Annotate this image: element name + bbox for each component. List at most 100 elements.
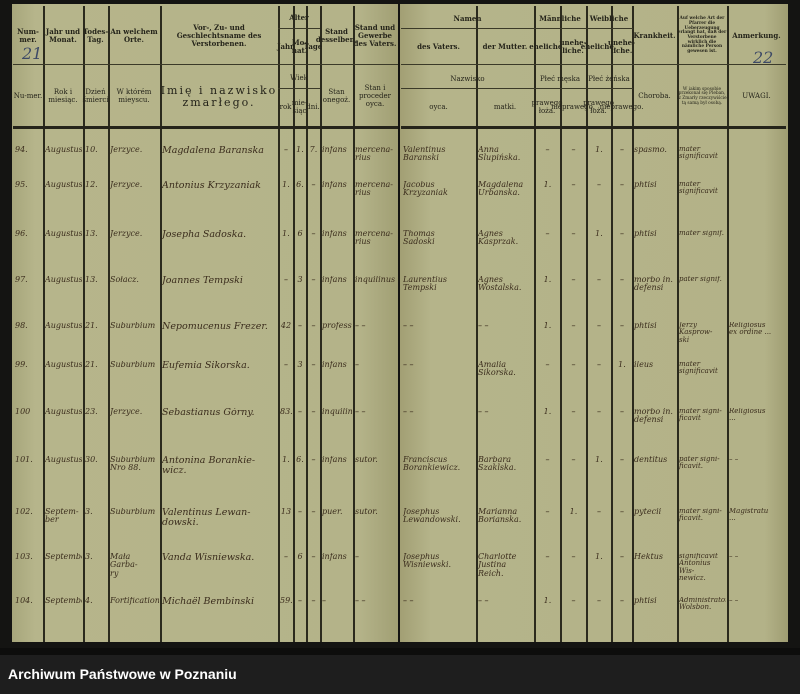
entry-father: Laurentius Tempski — [403, 276, 447, 293]
column-rule — [43, 6, 45, 642]
entry-name: Valentinus Lewan- dowski. — [162, 508, 251, 528]
entry-age-m: 6. — [296, 181, 304, 189]
archive-name: Archiwum Państwowe w Poznaniu — [8, 666, 237, 682]
entry-m-illeg: – — [571, 276, 576, 284]
entry-disease: ileus — [634, 361, 654, 369]
entry-day: 21. — [85, 361, 98, 369]
entry-place: Jerzyce. — [110, 181, 143, 189]
entry-age-y: 1. — [282, 456, 290, 464]
entry-month: Augustus — [45, 456, 82, 464]
entry-confirmation: mater significavit — [679, 146, 718, 161]
entry-remarks: Religiosus ... — [729, 408, 766, 423]
entry-confirmation: mater significavit — [679, 181, 718, 196]
header-german-mother: der Mutter. — [482, 42, 528, 52]
entry-mother: Charlotte Justina Reich. — [478, 553, 517, 578]
entry-f-legit: 1. — [595, 230, 603, 238]
entry-age-d: – — [311, 553, 316, 561]
column-rule — [632, 6, 634, 642]
entry-age-d: – — [311, 181, 316, 189]
entry-remarks: – – — [729, 456, 739, 463]
entry-age-m: 6. — [296, 456, 304, 464]
entry-age-d: – — [311, 508, 316, 516]
entry-f-legit: 1. — [595, 553, 603, 561]
entry-mother: – – — [478, 597, 489, 605]
row-rule — [401, 28, 633, 29]
entry-father: Jacobus Krzyzaniak — [403, 181, 448, 198]
row-rule — [13, 126, 398, 129]
entry-status: infans — [322, 230, 347, 238]
header-german-names: Namen — [453, 14, 482, 24]
entry-m-illeg: – — [571, 408, 576, 416]
entry-m-illeg: – — [571, 456, 576, 464]
row-rule — [13, 64, 398, 65]
header-polish-age-months: mie-siąc — [291, 99, 308, 115]
entry-month: Augustus — [45, 146, 82, 154]
entry-place: Suburbium — [110, 322, 156, 330]
entry-age-m: – — [298, 597, 302, 605]
entry-disease: phtisi — [634, 230, 657, 238]
entry-num: 94. — [15, 146, 28, 154]
entry-m-legit: – — [545, 456, 550, 464]
entry-name: Antonina Borankie- wicz. — [162, 456, 256, 476]
entry-num: 96. — [15, 230, 28, 238]
entry-age-y: – — [284, 361, 288, 369]
entry-father-occ: – – — [355, 408, 366, 416]
entry-father: Thomas Sadoski — [403, 230, 435, 247]
header-german-age: Alter — [289, 13, 309, 23]
entry-day: 4. — [85, 597, 93, 605]
header-german-status: Stand desselben. — [315, 27, 358, 44]
entry-confirmation: significavit Antonius Wis- newicz. — [679, 553, 718, 583]
entry-mother: Anna Slupińska. — [478, 146, 521, 163]
entry-remarks: Religiosus ex ordine ... — [729, 322, 772, 337]
entry-place: Fortifications — [110, 597, 159, 605]
entry-day: 13. — [85, 276, 98, 284]
header-polish-age-days: dni. — [306, 103, 320, 112]
entry-age-m: 6 — [297, 553, 303, 561]
entry-confirmation: mater significavit — [679, 361, 718, 376]
entry-father: Franciscus Borankiewicz. — [403, 456, 461, 473]
entry-mother: Agnes Wostalska. — [478, 276, 522, 293]
entry-month: Augustus — [45, 181, 82, 189]
header-german-legit: eheliche. — [529, 42, 565, 52]
entry-father-occ: – — [355, 553, 359, 561]
entry-f-illeg: – — [620, 276, 624, 284]
entry-place: Suburbium — [110, 508, 156, 516]
entry-age-m: 1. — [296, 146, 304, 154]
entry-m-legit: 1. — [543, 276, 552, 284]
entry-m-illeg: – — [571, 146, 576, 154]
entry-f-legit: – — [597, 408, 601, 416]
entry-age-m: 6 — [297, 230, 303, 238]
entry-f-legit: – — [597, 322, 601, 330]
header-polish-name: Imię i nazwisko zmarłego. — [160, 83, 278, 109]
right-page — [400, 4, 788, 642]
header-polish-year-month: Rok i miesiąc. — [48, 88, 78, 104]
entry-m-legit: 1. — [543, 181, 552, 189]
entry-f-legit: – — [597, 508, 601, 516]
entry-age-d: – — [311, 408, 316, 416]
entry-disease: pytecii — [634, 508, 662, 516]
header-polish-age-years: rok — [279, 103, 292, 112]
entry-f-legit: – — [597, 276, 601, 284]
entry-place: Suburbium — [110, 361, 156, 369]
entry-month: Augustus — [45, 230, 82, 238]
entry-father: – – — [403, 597, 414, 605]
header-polish-number: Nu-mer. — [13, 92, 43, 101]
column-rule — [611, 6, 613, 642]
entry-age-m: – — [298, 408, 302, 416]
entry-month: Augustus — [45, 361, 82, 369]
entry-mother: Magdalena Urbanska. — [478, 181, 524, 198]
entry-m-legit: 1. — [543, 597, 552, 605]
entry-f-illeg: 1. — [618, 361, 626, 369]
entry-disease: spasmo. — [634, 146, 667, 154]
header-polish-confirmation: W iakim sposobie przekonał się Pleban, i… — [677, 86, 727, 106]
entry-status: – — [322, 597, 326, 605]
entry-f-illeg: – — [620, 322, 624, 330]
header-polish-disease: Choroba. — [638, 92, 671, 101]
entry-age-y: – — [284, 276, 288, 284]
entry-place: Jerzyce. — [110, 146, 143, 154]
entry-father: Valentinus Baranski — [403, 146, 446, 163]
entry-remarks: – – — [729, 553, 739, 560]
entry-status: professor — [322, 322, 352, 330]
column-rule — [677, 6, 679, 642]
entry-m-legit: – — [545, 361, 550, 369]
